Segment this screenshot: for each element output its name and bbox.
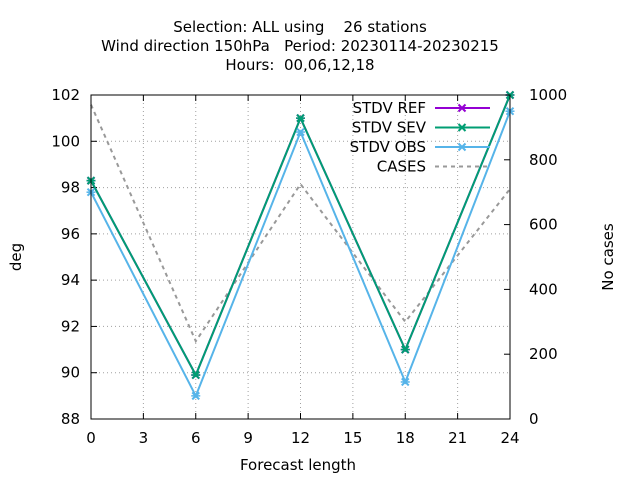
series-line-cases [90,104,511,344]
data-point [296,113,305,123]
chart-title: Selection: ALL using 26 stations Wind di… [101,18,499,74]
y2-tick-label: 1000 [529,86,567,104]
chart-title-line-3: Hours: 00,06,12,18 [225,56,374,74]
x-tick-label: 21 [448,429,467,447]
legend-label: STDV OBS [350,138,426,156]
x-tick-label: 24 [500,429,519,447]
x-tick-label: 9 [243,429,253,447]
x-tick-label: 0 [86,429,96,447]
y2-axis-label: No cases [599,223,617,291]
y2-tick-label: 200 [529,345,558,363]
legend-label: STDV REF [352,99,426,117]
y2-tick-label: 600 [529,216,558,234]
data-point [296,127,305,137]
y-tick-label: 94 [61,271,80,289]
x-tick-label: 3 [139,429,149,447]
x-tick-label: 15 [343,429,362,447]
y2-tick-label: 400 [529,280,558,298]
x-tick-label: 12 [291,429,310,447]
data-point [400,345,410,354]
plot-frame [90,94,511,420]
axes: 0 3 6 9 12 15 18 21 24 88 90 92 94 96 98 100 102 0 200 400 6… [51,86,567,447]
series-line-stdv-obs [90,110,511,399]
series-cases [90,104,511,344]
chart-title-line-2: Wind direction 150hPa Period: 20230114-2… [101,37,499,55]
y-tick-label: 96 [61,225,80,243]
y-tick-label: 100 [51,132,80,150]
x-axis-label: Forecast length [240,456,356,474]
chart-title-line-1: Selection: ALL using 26 stations [173,18,427,36]
legend-item-cases: CASES [377,158,490,176]
y-axis-label: deg [7,243,25,271]
x-tick-label: 6 [191,429,201,447]
data-point [400,377,410,387]
y-tick-label: 88 [61,410,80,428]
y2-tick-label: 800 [529,151,558,169]
data-point [191,370,201,380]
y2-tick-label: 0 [529,410,539,428]
x-tick-label: 18 [396,429,415,447]
legend-label: STDV SEV [352,119,427,137]
series [86,90,515,401]
y-tick-label: 92 [61,317,80,335]
legend-label: CASES [377,158,426,176]
legend-item-stdv-sev: STDV SEV [352,119,490,137]
y-tick-label: 98 [61,179,80,197]
legend-item-stdv-ref: STDV REF [352,99,490,117]
y-tick-label: 102 [51,86,80,104]
data-point [191,391,201,401]
legend-item-stdv-obs: STDV OBS [350,138,490,156]
y-tick-label: 90 [61,364,80,382]
grid [91,95,510,419]
